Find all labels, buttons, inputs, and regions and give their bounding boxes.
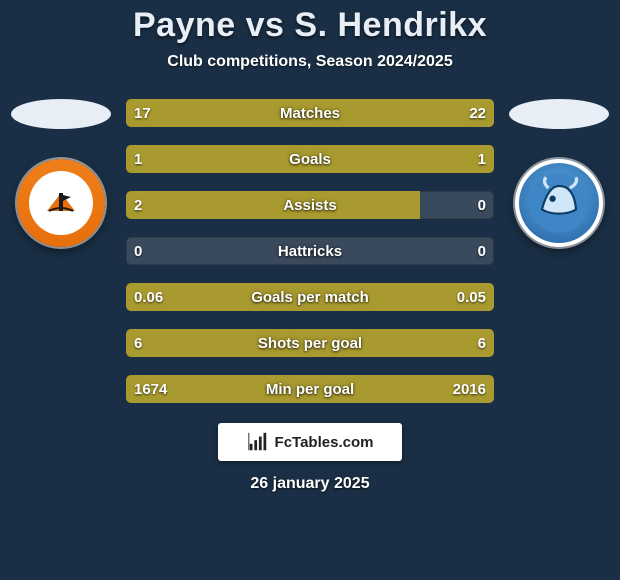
- stat-fill-right: [328, 283, 494, 311]
- left-club-crest: [17, 159, 105, 247]
- volendam-icon: [41, 183, 81, 223]
- denbosch-icon: [527, 171, 591, 235]
- stat-label: Hattricks: [126, 237, 494, 265]
- stat-bars: 1722Matches11Goals20Assists00Hattricks0.…: [126, 99, 494, 403]
- watermark: FcTables.com: [218, 423, 402, 461]
- stat-row: 20Assists: [126, 191, 494, 219]
- vs-text: vs: [246, 6, 285, 44]
- right-placeholder-ellipse: [509, 99, 609, 129]
- page-title: Payne vs S. Hendrikx: [0, 6, 620, 45]
- chart-icon: [247, 431, 269, 453]
- stat-row: 1722Matches: [126, 99, 494, 127]
- stat-fill-left: [126, 283, 328, 311]
- stat-row: 16742016Min per goal: [126, 375, 494, 403]
- stat-fill-right: [310, 145, 494, 173]
- comparison-card: Payne vs S. Hendrikx Club competitions, …: [0, 0, 620, 580]
- subtitle: Club competitions, Season 2024/2025: [0, 53, 620, 71]
- right-club-crest: [515, 159, 603, 247]
- stat-fill-left: [126, 145, 310, 173]
- stat-fill-left: [126, 99, 288, 127]
- date-text: 26 january 2025: [0, 475, 620, 493]
- stat-value-right: 0: [470, 191, 494, 219]
- stat-fill-right: [310, 329, 494, 357]
- right-club-crest-inner: [519, 163, 599, 243]
- watermark-text: FcTables.com: [275, 434, 374, 451]
- stat-value-left: 0: [126, 237, 150, 265]
- stat-row: 66Shots per goal: [126, 329, 494, 357]
- left-side: [6, 99, 116, 247]
- left-club-crest-inner: [29, 171, 93, 235]
- main-layout: 1722Matches11Goals20Assists00Hattricks0.…: [0, 99, 620, 403]
- stat-value-right: 0: [470, 237, 494, 265]
- player1-name: Payne: [133, 6, 236, 44]
- stat-row: 0 0Hattricks: [126, 237, 494, 265]
- right-side: [504, 99, 614, 247]
- stat-fill-left: [126, 329, 310, 357]
- stat-row: 0.060.05Goals per match: [126, 283, 494, 311]
- stat-fill-right: [292, 375, 494, 403]
- player2-name: S. Hendrikx: [294, 6, 487, 44]
- stat-fill-left: [126, 191, 420, 219]
- stat-fill-right: [288, 99, 494, 127]
- stat-fill-left: [126, 375, 292, 403]
- stat-row: 11Goals: [126, 145, 494, 173]
- left-placeholder-ellipse: [11, 99, 111, 129]
